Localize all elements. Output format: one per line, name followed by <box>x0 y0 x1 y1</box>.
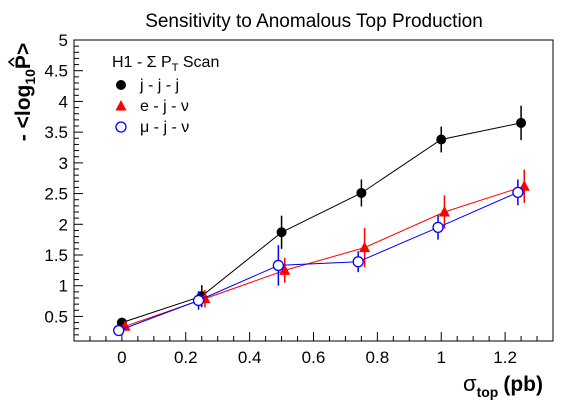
legend-marker <box>115 100 127 111</box>
legend-label: μ - j - ν <box>140 119 189 136</box>
series-0 <box>116 105 527 328</box>
legend-marker <box>115 121 127 133</box>
x-axis: 0 0.2 0.4 0.6 0.8 1 1.2 <box>73 332 554 367</box>
y-tick-label: 0.5 <box>44 307 68 326</box>
data-point <box>438 206 450 217</box>
legend-entries: j - j - j e - j - ν μ - j - ν <box>115 77 189 136</box>
data-point <box>113 324 125 337</box>
data-point <box>436 134 447 145</box>
y-tick-label: 2 <box>59 215 68 234</box>
series-line <box>121 122 522 324</box>
data-point <box>516 117 527 128</box>
legend-label: j - j - j <box>139 77 179 94</box>
data-point <box>356 187 367 198</box>
legend-header: H1 - Σ PT Scan <box>112 54 219 74</box>
y-tick-label: 3.5 <box>44 123 68 142</box>
y-tick-label: 1 <box>59 277 68 296</box>
y-tick-label: 3 <box>59 154 68 173</box>
y-tick-label: 1.5 <box>44 246 68 265</box>
series-2 <box>113 179 524 337</box>
y-axis-title: - <log10P> <box>12 43 38 141</box>
x-tick-label: 0.2 <box>174 348 198 367</box>
x-tick-label: 0.4 <box>238 348 262 367</box>
y-tick-label: 2.5 <box>44 185 68 204</box>
legend-label: e - j - ν <box>140 98 189 115</box>
data-point <box>279 264 291 275</box>
x-tick-label: 0.8 <box>366 348 390 367</box>
data-point <box>276 227 287 238</box>
x-tick-label: 0 <box>117 348 126 367</box>
legend: H1 - Σ PT Scan j - j - j e - j - ν μ - j -… <box>112 54 219 136</box>
data-point <box>272 259 285 272</box>
series-line <box>118 191 519 332</box>
p-hat-mark <box>7 57 15 67</box>
y-tick-label: 4.5 <box>44 62 68 81</box>
chart-title: Sensitivity to Anomalous Top Production <box>145 11 483 32</box>
data-point <box>359 241 371 253</box>
y-tick-label: 4 <box>59 92 68 111</box>
legend-marker <box>116 80 126 90</box>
data-point <box>432 221 444 234</box>
x-axis-title: σtop (pb) <box>463 371 543 400</box>
y-tick-label: 5 <box>59 31 68 50</box>
y-axis: 0.5 1 1.5 2 2.5 3 3.5 4 4.5 5 <box>44 31 83 342</box>
data-point <box>352 256 364 268</box>
x-tick-label: 1.2 <box>493 348 517 367</box>
data-series <box>113 105 530 337</box>
data-point <box>512 186 524 198</box>
data-point <box>192 294 205 307</box>
x-tick-label: 0.6 <box>302 348 326 367</box>
x-tick-label: 1 <box>436 348 445 367</box>
